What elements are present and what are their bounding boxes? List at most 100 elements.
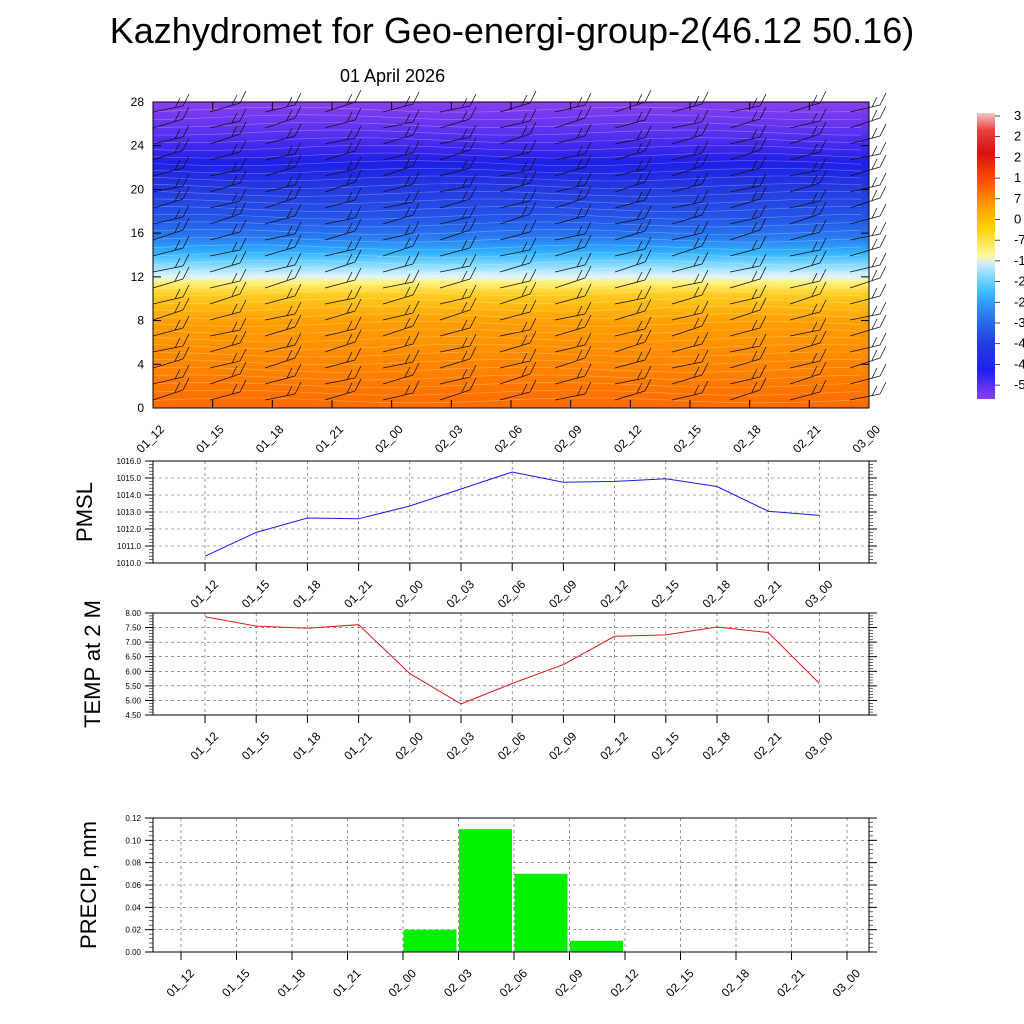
wind-barb-flag — [174, 177, 181, 189]
wind-barb-shaft — [209, 151, 241, 161]
wind-barb-flag — [701, 140, 709, 154]
y-tick-label: 0.06 — [125, 881, 141, 890]
wind-barb-flag — [469, 173, 477, 187]
wind-barb — [729, 346, 767, 369]
wind-barb-flag — [286, 336, 293, 348]
wind-barb-shaft — [209, 280, 241, 289]
wind-barb-shaft — [789, 249, 821, 257]
wind-barb-flag — [819, 330, 827, 344]
wind-barb-flag — [693, 144, 700, 156]
wind-barb-flag — [576, 207, 583, 219]
pmsl-y-label: PMSL — [72, 482, 97, 542]
wind-barb-flag — [529, 361, 537, 375]
wind-barb-shaft — [614, 328, 646, 337]
wind-barb-flag — [346, 222, 353, 234]
wind-barb-flag — [404, 113, 411, 125]
wind-barb — [729, 106, 767, 129]
wind-barb-flag — [584, 301, 592, 315]
x-tick-label: 02_03 — [441, 966, 475, 1000]
wind-barb-flag — [404, 144, 411, 156]
x-tick-label: 01_12 — [134, 422, 168, 456]
wind-barb-flag — [231, 272, 238, 284]
wind-barb-flag — [182, 217, 190, 231]
wind-barb — [729, 137, 767, 161]
wind-barb — [849, 234, 887, 257]
wind-barb-flag — [819, 281, 827, 295]
wind-barb-flag — [529, 90, 537, 104]
wind-barb-flag — [693, 335, 700, 347]
wind-barb-shaft — [264, 117, 296, 129]
wind-barb-flag — [759, 204, 767, 218]
wind-barb-flag — [354, 218, 362, 232]
wind-barb-flag — [469, 333, 477, 347]
wind-barb — [499, 90, 537, 113]
wind-barb-shaft — [382, 361, 414, 369]
wind-barb-flag — [286, 207, 293, 219]
contour-line — [153, 359, 862, 365]
wind-barb-flag — [584, 221, 592, 235]
wind-barb — [264, 141, 302, 161]
wind-barb-flag — [521, 365, 528, 377]
wind-barb-shaft — [849, 215, 881, 225]
wind-barb — [729, 173, 767, 193]
wind-barb-shaft — [671, 165, 703, 177]
wind-barb — [499, 201, 537, 225]
x-tick-label: 02_21 — [774, 966, 808, 1000]
wind-barb-flag — [412, 349, 420, 363]
wind-barb-flag — [879, 105, 887, 119]
temp-grid — [153, 612, 869, 716]
wind-barb-flag — [461, 288, 468, 300]
wind-barb — [382, 153, 420, 177]
wind-barb-flag — [644, 156, 652, 170]
colorbar-label: -1 — [1014, 253, 1024, 268]
wind-barb-flag — [529, 348, 537, 362]
wind-barb-flag — [412, 282, 420, 296]
wind-barb — [264, 345, 302, 369]
wind-barb-flag — [879, 141, 887, 155]
wind-barb — [729, 155, 767, 177]
contour-line — [152, 351, 862, 358]
wind-barb — [729, 266, 767, 289]
wind-barb-shaft — [671, 121, 703, 129]
wind-barb — [382, 269, 420, 289]
wind-barb-flag — [871, 269, 878, 281]
wind-barb — [382, 189, 420, 209]
wind-barb-shaft — [264, 197, 296, 209]
wind-barb-flag — [404, 317, 411, 329]
wind-barb-shaft — [152, 345, 184, 353]
wind-barb — [499, 268, 537, 289]
wind-barb — [382, 380, 420, 401]
wind-barb-shaft — [789, 342, 821, 353]
wind-barb-flag — [879, 92, 887, 106]
wind-barb-flag — [879, 234, 887, 248]
wind-barb-flag — [412, 233, 420, 247]
wind-barb-shaft — [729, 309, 761, 321]
wind-barb-flag — [819, 157, 827, 171]
wind-barb-flag — [461, 128, 468, 140]
wind-barb-flag — [759, 266, 767, 280]
wind-barb-flag — [819, 201, 827, 215]
wind-barb-flag — [469, 217, 477, 231]
wind-barb-flag — [636, 209, 643, 221]
wind-barb-shaft — [789, 231, 821, 241]
colorbar-label: 0 — [1014, 212, 1021, 227]
wind-barb-flag — [521, 334, 528, 346]
colorbar-label: -2 — [1014, 294, 1024, 309]
wind-barb-flag — [294, 363, 302, 377]
wind-barb-shaft — [499, 120, 531, 129]
wind-barb-flag — [239, 201, 247, 215]
wind-barb — [439, 93, 477, 113]
x-tick-label: 02_12 — [611, 422, 645, 456]
wind-barb-flag — [584, 92, 592, 106]
wind-barb-shaft — [499, 373, 531, 385]
wind-barb-flag — [644, 187, 652, 201]
wind-barb-flag — [239, 299, 247, 313]
wind-barb-flag — [871, 96, 878, 108]
wind-barb-shaft — [614, 119, 646, 129]
wind-barb — [789, 188, 827, 209]
wind-barb — [789, 250, 827, 273]
wind-barb-flag — [174, 128, 181, 140]
wind-barb-flag — [636, 333, 643, 345]
wind-barb — [849, 301, 887, 321]
wind-barb-flag — [346, 271, 353, 283]
